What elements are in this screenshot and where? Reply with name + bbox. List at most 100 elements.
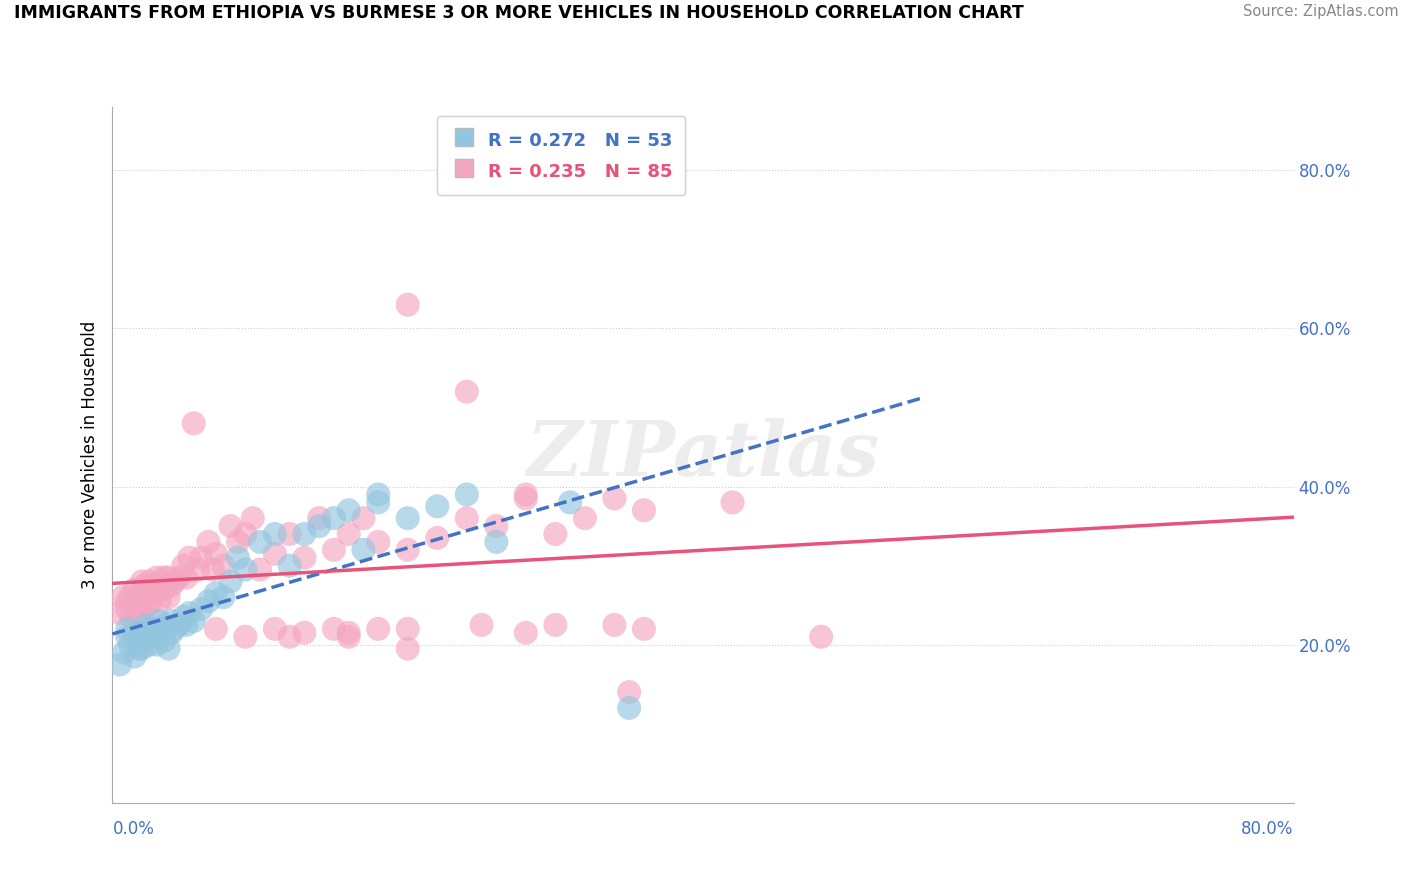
Point [112,646,135,660]
Point [153,582,176,597]
Point [456,384,478,399]
Point [153,570,176,584]
Point [219,519,242,533]
Point [190,602,212,616]
Point [544,527,567,541]
Point [308,511,330,525]
Point [160,578,183,592]
Point [142,586,165,600]
Point [367,534,389,549]
Point [396,542,419,557]
Point [117,630,138,644]
Point [233,527,256,541]
Point [197,534,219,549]
Point [134,618,156,632]
Point [515,487,537,501]
Point [242,511,264,525]
Point [323,511,346,525]
Point [138,574,160,589]
Point [212,558,235,573]
Point [179,550,201,565]
Point [146,570,169,584]
Point [124,625,146,640]
Point [183,417,205,431]
Y-axis label: 3 or more Vehicles in Household: 3 or more Vehicles in Household [80,321,98,589]
Point [544,618,567,632]
Point [124,649,146,664]
Point [278,558,301,573]
Text: Source: ZipAtlas.com: Source: ZipAtlas.com [1243,4,1399,20]
Point [149,594,172,608]
Text: IMMIGRANTS FROM ETHIOPIA VS BURMESE 3 OR MORE VEHICLES IN HOUSEHOLD CORRELATION : IMMIGRANTS FROM ETHIOPIA VS BURMESE 3 OR… [14,4,1024,22]
Point [233,630,256,644]
Point [124,582,146,597]
Legend: R = 0.272   N = 53, R = 0.235   N = 85: R = 0.272 N = 53, R = 0.235 N = 85 [437,116,685,195]
Point [146,638,169,652]
Point [264,622,287,636]
Point [810,630,832,644]
Point [149,614,172,628]
Point [633,622,655,636]
Point [426,500,449,514]
Point [485,519,508,533]
Point [128,641,150,656]
Point [396,298,419,312]
Point [138,638,160,652]
Point [264,527,287,541]
Point [337,503,360,517]
Point [131,625,153,640]
Point [149,625,172,640]
Point [396,641,419,656]
Point [603,491,626,506]
Point [128,606,150,620]
Point [308,519,330,533]
Point [367,495,389,509]
Point [426,531,449,545]
Point [292,550,315,565]
Point [292,527,315,541]
Point [160,614,183,628]
Point [163,574,186,589]
Point [278,630,301,644]
Point [205,622,228,636]
Point [292,625,315,640]
Point [619,701,641,715]
Point [367,622,389,636]
Point [160,625,183,640]
Point [558,495,582,509]
Point [131,641,153,656]
Point [264,547,287,561]
Point [323,542,346,557]
Point [117,602,138,616]
Text: ZIPatlas: ZIPatlas [526,418,880,491]
Point [134,578,156,592]
Point [205,586,228,600]
Point [153,618,176,632]
Point [174,618,197,632]
Point [337,630,360,644]
Point [619,685,641,699]
Point [131,574,153,589]
Point [131,602,153,616]
Point [212,591,235,605]
Point [128,591,150,605]
Point [470,618,494,632]
Point [179,606,201,620]
Point [352,511,374,525]
Point [603,618,626,632]
Point [172,558,194,573]
Point [485,534,508,549]
Point [146,622,169,636]
Point [124,598,146,612]
Point [226,550,249,565]
Point [456,487,478,501]
Point [201,563,224,577]
Point [120,638,142,652]
Point [721,495,744,509]
Point [226,534,249,549]
Point [167,570,190,584]
Point [157,591,180,605]
Point [633,503,655,517]
Point [138,594,160,608]
Point [108,606,131,620]
